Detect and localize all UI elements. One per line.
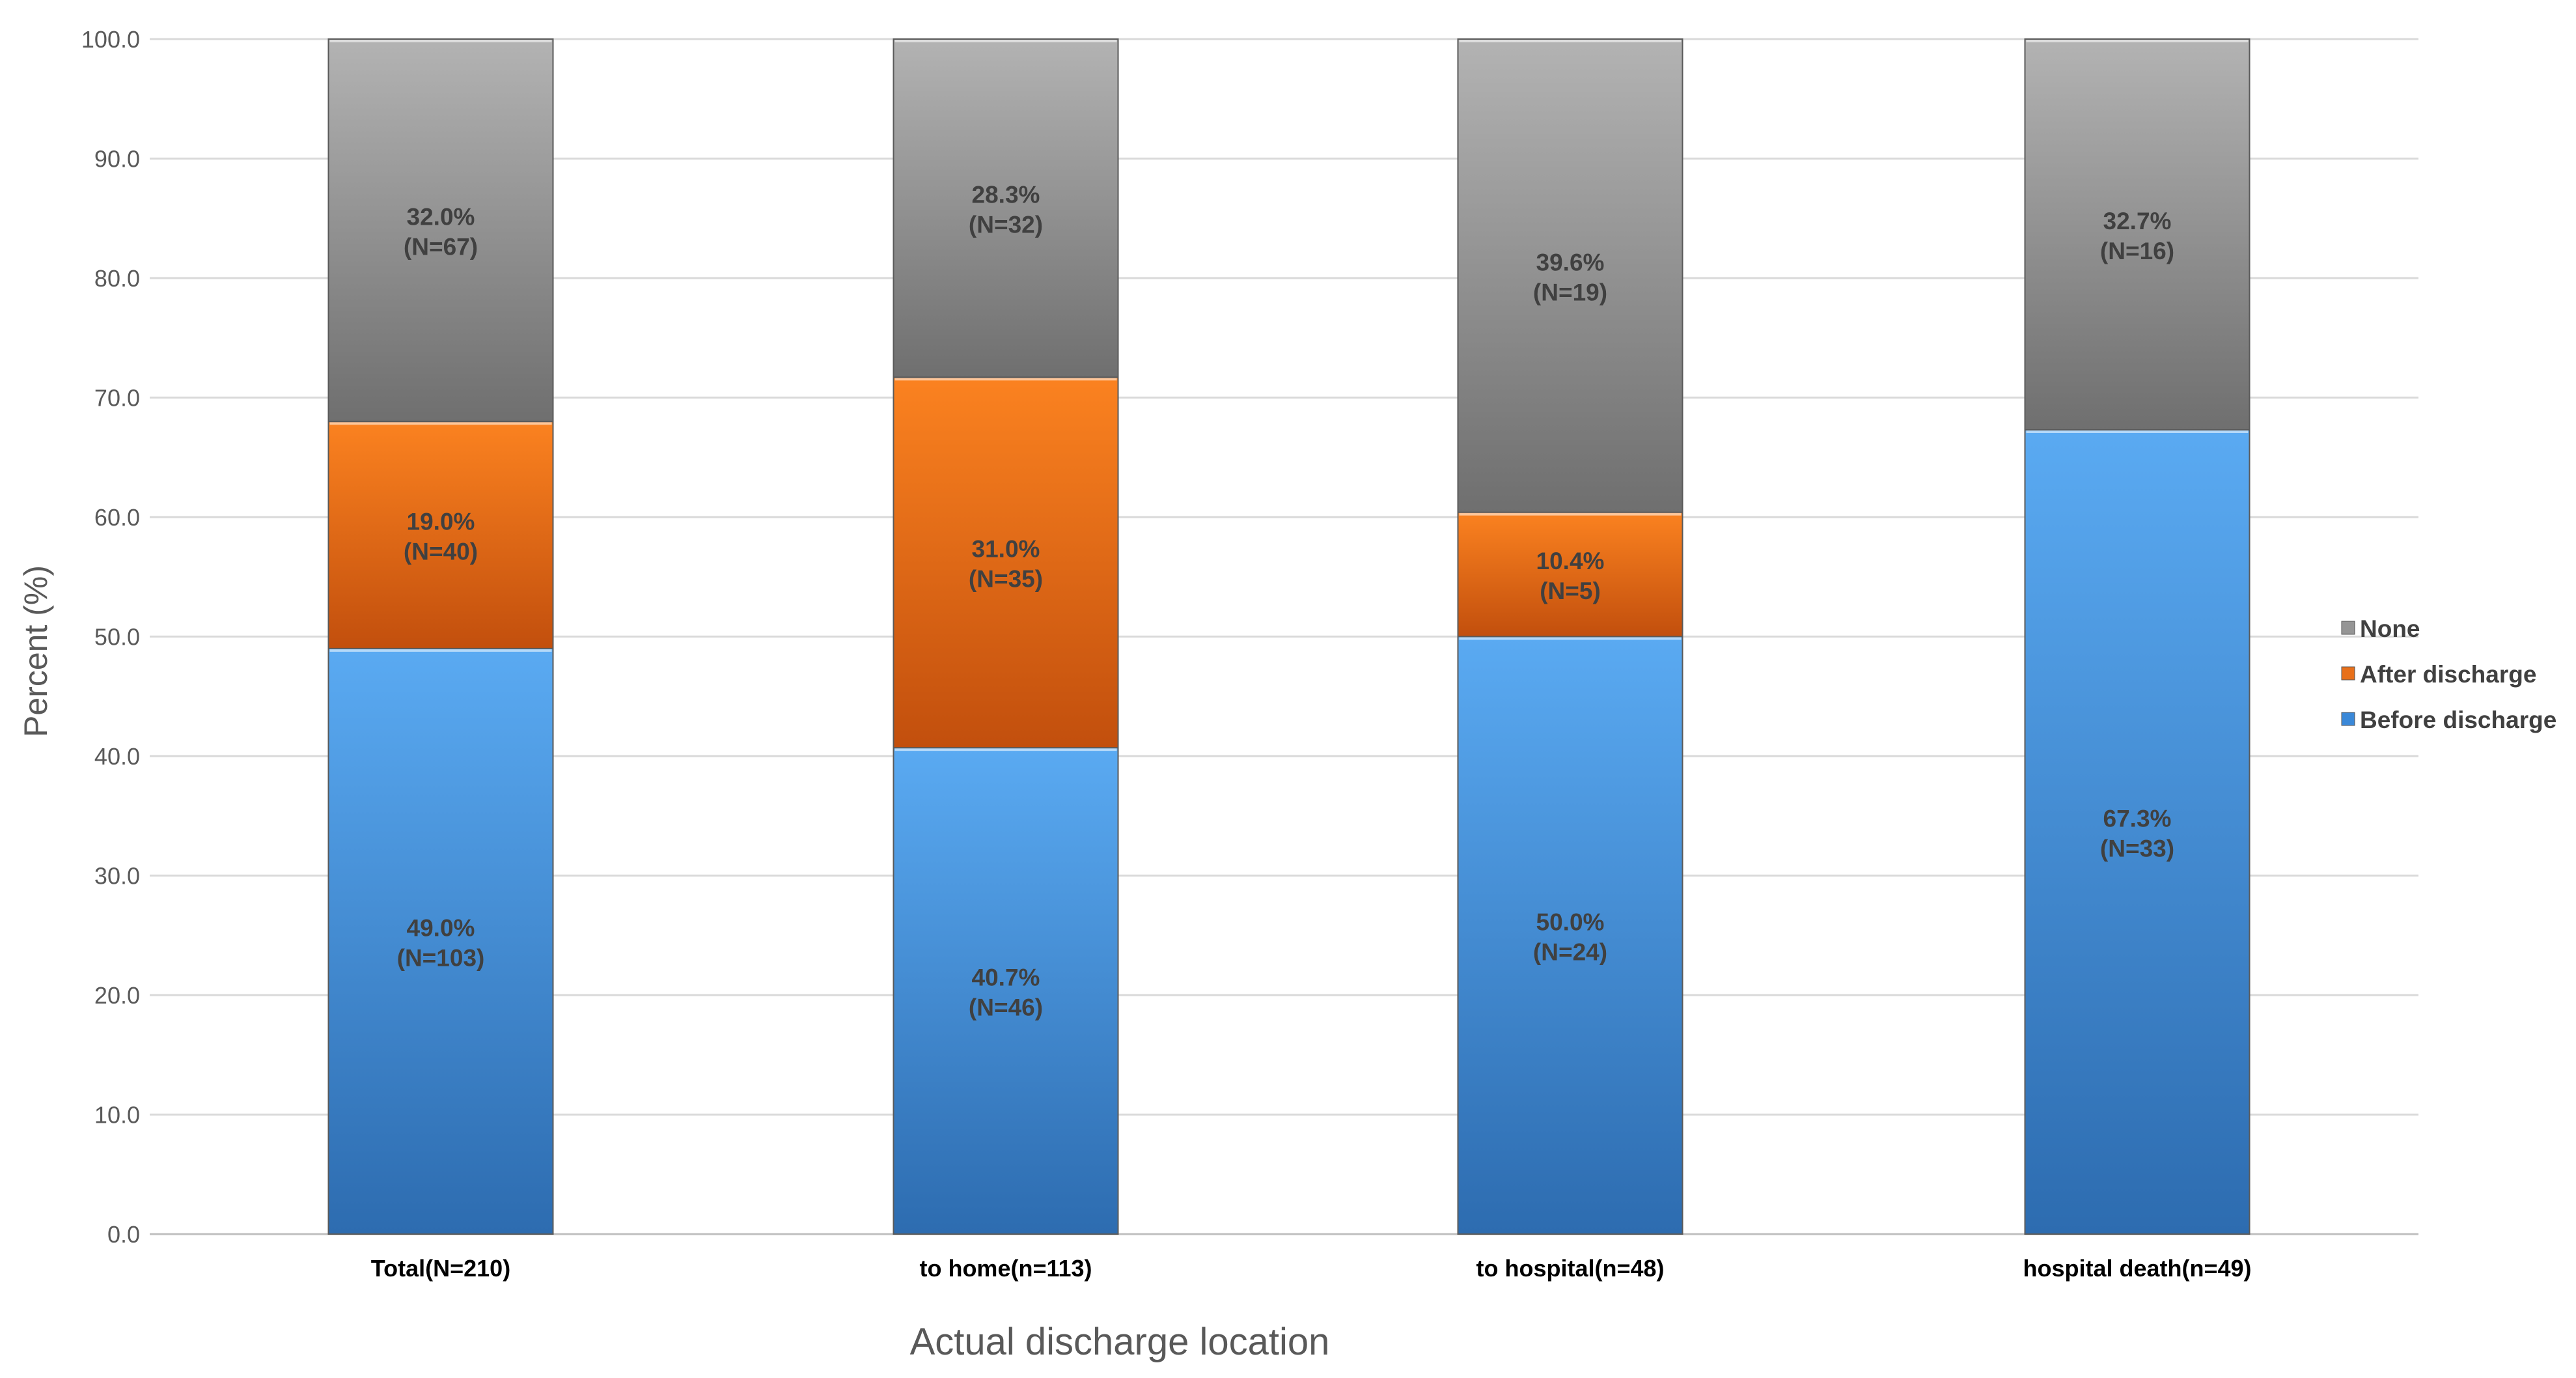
y-tick-label: 0.0 xyxy=(107,1221,140,1248)
bar-segment-after-discharge xyxy=(893,376,1119,749)
x-category-label: to home(n=113) xyxy=(919,1255,1092,1282)
data-label-count: (N=32) xyxy=(969,212,1043,238)
y-tick-label: 80.0 xyxy=(94,265,140,292)
bar-segment-none xyxy=(2024,38,2251,431)
legend-item: None xyxy=(2341,615,2420,642)
data-label-percent: 50.0% xyxy=(1536,908,1605,935)
y-tick-label: 50.0 xyxy=(94,624,140,651)
data-label-count: (N=46) xyxy=(969,994,1043,1021)
bar-segment-after-discharge xyxy=(327,421,554,649)
x-category-label: Total(N=210) xyxy=(371,1255,510,1282)
data-label-count: (N=24) xyxy=(1533,938,1607,965)
legend-item: Before discharge xyxy=(2341,707,2556,733)
data-label-percent: 49.0% xyxy=(407,914,475,941)
data-label-percent: 19.0% xyxy=(407,509,475,535)
data-label-percent: 40.7% xyxy=(972,964,1040,991)
data-label-percent: 67.3% xyxy=(2103,806,2172,832)
legend-label: Before discharge xyxy=(2360,707,2556,733)
bar-segment-none xyxy=(893,38,1119,378)
bar-segment-none xyxy=(327,38,554,423)
legend-item: After discharge xyxy=(2341,661,2536,688)
data-label-count: (N=35) xyxy=(969,566,1043,593)
y-tick-label: 70.0 xyxy=(94,385,140,412)
bar-segment-before-discharge xyxy=(1457,636,1683,1235)
data-labels: 49.0% (N=103) 19.0% (N=40) 32.0% (N=67) 40.7% (… xyxy=(397,182,2174,1021)
none-icon xyxy=(2341,621,2355,635)
legend-label: After discharge xyxy=(2360,661,2536,688)
bar-segment-after-discharge xyxy=(1457,511,1683,638)
data-label-count: (N=103) xyxy=(397,944,485,971)
data-label-count: (N=16) xyxy=(2100,238,2174,264)
data-label-count: (N=67) xyxy=(404,234,478,260)
bar-segment-before-discharge xyxy=(2024,429,2251,1235)
data-label-count: (N=40) xyxy=(404,539,478,565)
y-tick-label: 10.0 xyxy=(94,1102,140,1129)
x-axis-categories: Total(N=210) to home(n=113) to hospital(n=… xyxy=(371,1255,2252,1282)
bars xyxy=(327,38,2251,1235)
data-label-percent: 28.3% xyxy=(972,182,1040,208)
data-label-count: (N=19) xyxy=(1533,279,1607,305)
data-label-percent: 32.0% xyxy=(407,204,475,231)
data-label-percent: 39.6% xyxy=(1536,249,1605,275)
y-tick-label: 20.0 xyxy=(94,982,140,1009)
y-tick-label: 90.0 xyxy=(94,146,140,173)
legend-label: None xyxy=(2360,615,2420,642)
y-tick-label: 60.0 xyxy=(94,504,140,531)
data-label-percent: 32.7% xyxy=(2103,208,2172,234)
data-label-percent: 31.0% xyxy=(972,536,1040,563)
data-label-count: (N=5) xyxy=(1540,578,1601,604)
y-axis-title: Percent (%) xyxy=(18,565,54,737)
legend: None After discharge Before discharge xyxy=(2341,615,2556,733)
x-category-label: hospital death(n=49) xyxy=(2023,1255,2251,1282)
data-label-percent: 10.4% xyxy=(1536,548,1605,574)
y-tick-label: 30.0 xyxy=(94,863,140,890)
y-axis-ticks: 0.0 10.0 20.0 30.0 40.0 50.0 60.0 70.0 80.0 90.0 1… xyxy=(81,26,140,1248)
bar-segment-before-discharge xyxy=(327,647,554,1235)
bar-segment-none xyxy=(1457,38,1683,513)
bar-segment-before-discharge xyxy=(893,747,1119,1235)
y-tick-label: 100.0 xyxy=(81,26,140,53)
x-axis-title: Actual discharge location xyxy=(910,1321,1330,1363)
after-discharge-icon xyxy=(2341,666,2355,681)
y-tick-label: 40.0 xyxy=(94,743,140,770)
data-label-count: (N=33) xyxy=(2100,836,2174,862)
x-category-label: to hospital(n=48) xyxy=(1476,1255,1664,1282)
before-discharge-icon xyxy=(2341,712,2355,726)
